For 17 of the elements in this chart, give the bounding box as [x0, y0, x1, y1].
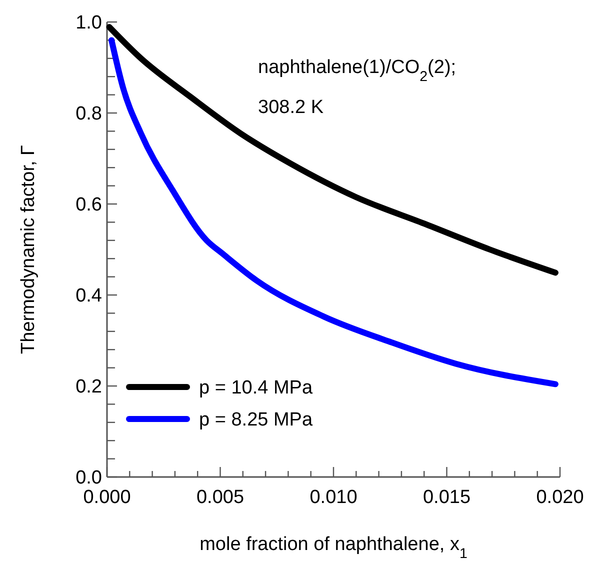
- y-tick-label: 0.6: [76, 194, 102, 216]
- x-tick-label: 0.010: [310, 487, 358, 508]
- annotation: 308.2 K: [258, 97, 324, 118]
- y-tick-label: 0.2: [76, 376, 102, 398]
- x-tick-label: 0.000: [83, 487, 131, 508]
- x-tick-label: 0.015: [422, 487, 471, 508]
- y-tick-label: 0.0: [76, 468, 102, 489]
- annotation: naphthalene(1)/CO$_{2}$(2);: [258, 57, 456, 85]
- legend-label: p = 10.4 MPa: [199, 378, 313, 399]
- y-tick-label: 0.4: [76, 286, 102, 307]
- x-tick-label: 0.005: [196, 487, 244, 508]
- legend-label: p = 8.25 MPa: [199, 410, 313, 431]
- y-axis-title: Thermodynamic factor, Γ: [18, 145, 39, 354]
- y-tick-label: 0.8: [76, 104, 102, 125]
- y-tick-label: 1.0: [76, 12, 102, 34]
- x-axis-title: mole fraction of naphthalene, x$_{1}$: [200, 534, 468, 562]
- x-tick-label: 0.020: [536, 487, 584, 508]
